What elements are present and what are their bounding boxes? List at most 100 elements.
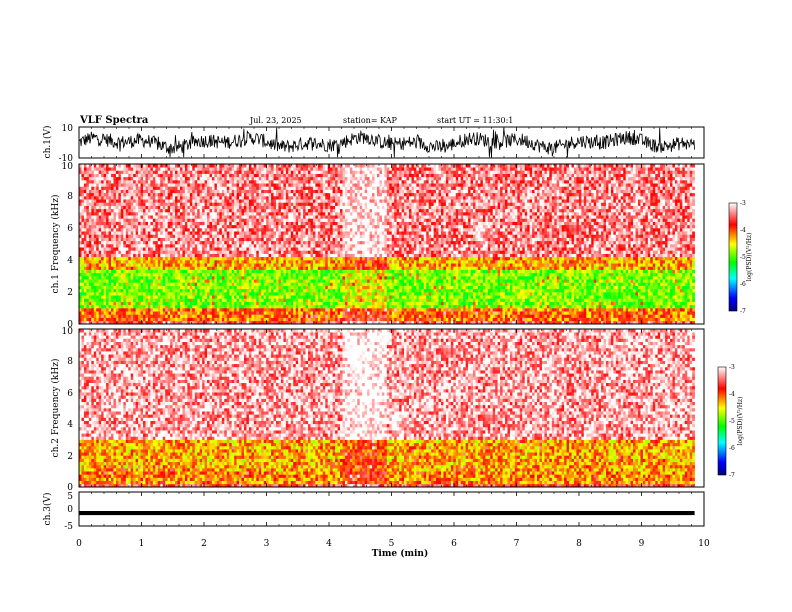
spectrogram-cell [544, 305, 547, 309]
spectrogram-cell [537, 308, 540, 312]
spectrogram-cell [456, 295, 459, 299]
spectrogram-cell [347, 273, 350, 277]
spectrogram-cell [288, 298, 291, 302]
spectrogram-cell [269, 314, 272, 318]
spectrogram-cell [355, 286, 358, 290]
spectrogram-cell [318, 311, 321, 315]
spectrogram-cell [170, 266, 173, 270]
spectrogram-cell [471, 279, 474, 283]
spectrogram-cell [586, 311, 589, 315]
spectrogram-cell [574, 286, 577, 290]
spectrogram-cell [594, 270, 597, 274]
spectrogram-cell [165, 298, 168, 302]
spectrogram-cell [261, 279, 264, 283]
spectrogram-cell [394, 314, 397, 318]
spectrogram-cell [195, 276, 198, 280]
spectrogram-cell [562, 260, 565, 264]
spectrogram-cell [362, 266, 365, 270]
spectrogram-cell [136, 282, 139, 286]
spectrogram-cell [190, 298, 193, 302]
spectrogram-cell [340, 298, 343, 302]
spectrogram-cell [242, 289, 245, 293]
spectrogram-cell [512, 270, 515, 274]
spectrogram-cell [207, 318, 210, 322]
spectrogram-cell [106, 314, 109, 318]
spectrogram-cell [572, 314, 575, 318]
spectrogram-cell [106, 282, 109, 286]
spectrogram-cell [96, 270, 99, 274]
spectrogram-cell [379, 298, 382, 302]
spectrogram-cell [463, 292, 466, 296]
spectrogram-cell [685, 270, 688, 274]
spectrogram-cell [601, 298, 604, 302]
spectrogram-cell [362, 286, 365, 290]
spectrogram-cell [296, 266, 299, 270]
spectrogram-cell [89, 295, 92, 299]
spectrogram-cell [665, 292, 668, 296]
spectrogram-cell [350, 292, 353, 296]
spectrogram-cell [500, 314, 503, 318]
spectrogram-cell [205, 263, 208, 267]
spectrogram-cell [626, 263, 629, 267]
spectrogram-cell [325, 289, 328, 293]
spectrogram-cell [537, 305, 540, 309]
spectrogram-cell [323, 292, 326, 296]
spectrogram-cell [178, 260, 181, 264]
spectrogram-cell [500, 273, 503, 277]
spectrogram-cell [402, 273, 405, 277]
spectrogram-cell [431, 302, 434, 306]
spectrogram-cell [608, 276, 611, 280]
spectrogram-cell [187, 295, 190, 299]
spectrogram-cell [591, 266, 594, 270]
spectrogram-cell [293, 314, 296, 318]
spectrogram-cell [616, 282, 619, 286]
spectrogram-cell [379, 289, 382, 293]
spectrogram-cell [109, 286, 112, 290]
spectrogram-cell [495, 282, 498, 286]
spectrogram-cell [254, 292, 257, 296]
spectrogram-cell [507, 302, 510, 306]
spectrogram-cell [315, 311, 318, 315]
spectrogram-cell [180, 305, 183, 309]
spectrogram-cell [485, 318, 488, 322]
spectrogram-cell [249, 305, 252, 309]
spectrogram-cell [399, 289, 402, 293]
spectrogram-cell [104, 292, 107, 296]
spectrogram-cell [668, 266, 671, 270]
spectrogram-cell [320, 289, 323, 293]
spectrogram-cell [687, 263, 690, 267]
spectrogram-cell [345, 298, 348, 302]
spectrogram-cell [471, 276, 474, 280]
spectrogram-cell [84, 286, 87, 290]
spectrogram-cell [554, 276, 557, 280]
spectrogram-cell [510, 302, 513, 306]
spectrogram-cell [451, 311, 454, 315]
spectrogram-cell [485, 305, 488, 309]
spectrogram-cell [94, 292, 97, 296]
spectrogram-cell [286, 314, 289, 318]
spectrogram-cell [99, 260, 102, 264]
spectrogram-cell [389, 298, 392, 302]
spectrogram-cell [269, 311, 272, 315]
spectrogram-cell [483, 282, 486, 286]
spectrogram-cell [409, 282, 412, 286]
spectrogram-cell [675, 263, 678, 267]
spectrogram-cell [224, 295, 227, 299]
spectrogram-cell [264, 314, 267, 318]
spectrogram-cell [205, 302, 208, 306]
spectrogram-cell [123, 311, 126, 315]
spectrogram-cell [266, 266, 269, 270]
spectrogram-cell [557, 292, 560, 296]
spectrogram-cell [608, 279, 611, 283]
spectrogram-cell [143, 276, 146, 280]
spectrogram-cell [347, 292, 350, 296]
spectrogram-cell [461, 282, 464, 286]
spectrogram-cell [404, 311, 407, 315]
spectrogram-cell [471, 298, 474, 302]
spectrogram-cell [101, 263, 104, 267]
spectrogram-cell [584, 282, 587, 286]
spectrogram-cell [488, 302, 491, 306]
spectrogram-cell [133, 295, 136, 299]
spectrogram-cell [227, 286, 230, 290]
spectrogram-cell [158, 286, 161, 290]
